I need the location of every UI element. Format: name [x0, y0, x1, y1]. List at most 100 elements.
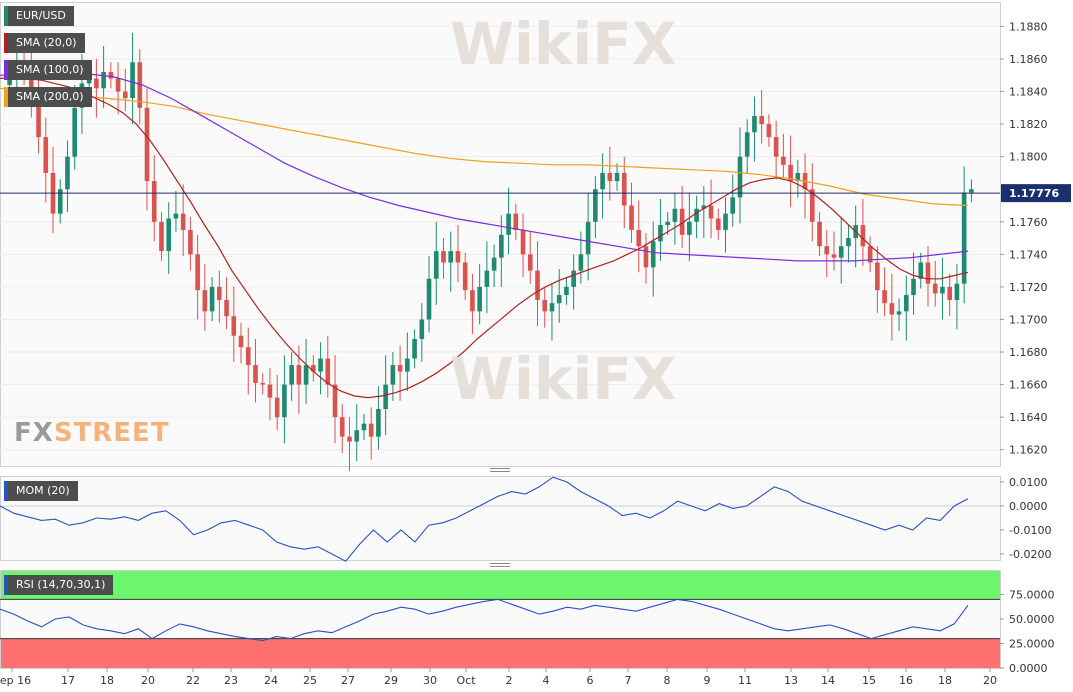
candle-body	[115, 78, 121, 92]
candle-body	[441, 251, 446, 263]
price-tick-label: 1.1720	[1009, 281, 1048, 294]
candle-body	[824, 246, 830, 255]
candle-body	[173, 213, 179, 219]
candle-body	[108, 72, 114, 79]
candle-body	[679, 208, 685, 235]
candle-body	[397, 365, 403, 372]
candle-body	[932, 283, 938, 294]
candle-body	[520, 229, 526, 255]
candle-body	[643, 246, 649, 268]
candle-body	[419, 319, 425, 340]
x-tick-label: 9	[704, 674, 711, 687]
mom-tick-label: -0.0100	[1009, 524, 1051, 537]
candle-body	[412, 339, 417, 359]
candle-body	[433, 251, 439, 279]
legend-label: RSI (14,70,30,1)	[16, 578, 106, 591]
candle-body	[209, 286, 215, 312]
candle-body	[650, 241, 656, 268]
candle-body	[903, 295, 909, 312]
legend-mom: MOM (20)	[4, 481, 78, 501]
momentum-panel	[0, 476, 1000, 562]
candle-body	[860, 225, 866, 247]
candle-body	[896, 311, 902, 315]
sma20-line	[0, 76, 969, 399]
candle-body	[462, 262, 468, 291]
candle-body	[361, 423, 367, 431]
x-tick-label: 15	[862, 674, 876, 687]
watermark-text: WikiFX	[450, 345, 677, 413]
price-tick-label: 1.1800	[1009, 151, 1048, 164]
candle-body	[101, 72, 106, 89]
candle-body	[455, 251, 461, 263]
candle-body	[708, 205, 714, 219]
candle-body	[940, 286, 945, 294]
candle-body	[28, 72, 34, 92]
candle-body	[629, 205, 634, 230]
x-tick-label: 23	[224, 674, 238, 687]
x-tick-label: 20	[983, 674, 997, 687]
legend-label: SMA (20,0)	[16, 36, 77, 49]
x-tick-label: 25	[303, 674, 317, 687]
candle-body	[144, 107, 150, 182]
sma200-line	[0, 87, 969, 207]
mom-panel-frame	[0, 476, 1001, 561]
candle-body	[224, 299, 229, 317]
x-tick-label: 20	[141, 674, 155, 687]
candle-body	[730, 197, 736, 214]
price-tick-label: 1.1740	[1009, 248, 1048, 261]
x-tick-label: 24	[264, 674, 278, 687]
candle-body	[687, 221, 692, 235]
candle-body	[7, 78, 12, 86]
candle-body	[65, 156, 70, 190]
candle-body	[43, 137, 49, 173]
rsi-tick-label: 25.0000	[1009, 638, 1055, 651]
watermark-text: WikiFX	[450, 10, 677, 78]
logo-prefix: FX	[14, 418, 54, 448]
legend-swatch	[4, 575, 8, 595]
mom-tick-label: -0.0200	[1009, 548, 1051, 561]
candle-body	[318, 358, 323, 372]
legend-sma100: SMA (100,0)	[4, 60, 92, 80]
x-tick-label: Oct	[456, 674, 476, 687]
rsi-tick-label: 0.0000	[1009, 662, 1048, 675]
candle-body	[267, 384, 273, 398]
x-tick-label: 18	[938, 674, 952, 687]
candle-body	[556, 295, 562, 304]
candle-body	[159, 221, 164, 252]
candle-body	[245, 347, 251, 366]
x-tick-label: 18	[100, 674, 114, 687]
candle-body	[875, 262, 880, 291]
sma100-line	[0, 71, 969, 262]
candle-body	[759, 115, 764, 125]
candle-body	[831, 254, 837, 258]
price-tick-label: 1.1700	[1009, 313, 1048, 326]
candle-body	[585, 221, 591, 255]
price-tick-label: 1.1760	[1009, 216, 1048, 229]
candle-body	[838, 246, 844, 258]
price-tick-label: 1.1860	[1009, 53, 1048, 66]
candle-body	[368, 423, 374, 437]
x-tick-label: 8	[664, 674, 671, 687]
price-tick-label: 1.1660	[1009, 379, 1048, 392]
candle-body	[448, 251, 454, 263]
candle-body	[506, 213, 511, 235]
axes: 1.1880 1.1860 1.1840 1.1820 1.1800 1.1760 1.17…	[0, 20, 1071, 687]
candle-body	[947, 286, 953, 300]
price-tick-label: 1.1680	[1009, 346, 1048, 359]
candle-body	[571, 270, 576, 287]
legend-swatch	[4, 60, 8, 80]
mom-line	[0, 476, 969, 562]
legend-swatch	[4, 6, 8, 26]
candle-body	[788, 164, 793, 182]
candle-body	[925, 262, 931, 284]
candle-body	[188, 229, 193, 255]
candle-body	[817, 221, 822, 247]
legend-swatch	[4, 481, 8, 501]
candle-body	[795, 172, 801, 182]
candle-body	[86, 78, 92, 84]
candle-body	[376, 409, 381, 437]
candle-body	[347, 436, 352, 442]
candle-body	[918, 262, 924, 279]
candle-body	[94, 78, 99, 89]
candle-body	[600, 172, 605, 190]
